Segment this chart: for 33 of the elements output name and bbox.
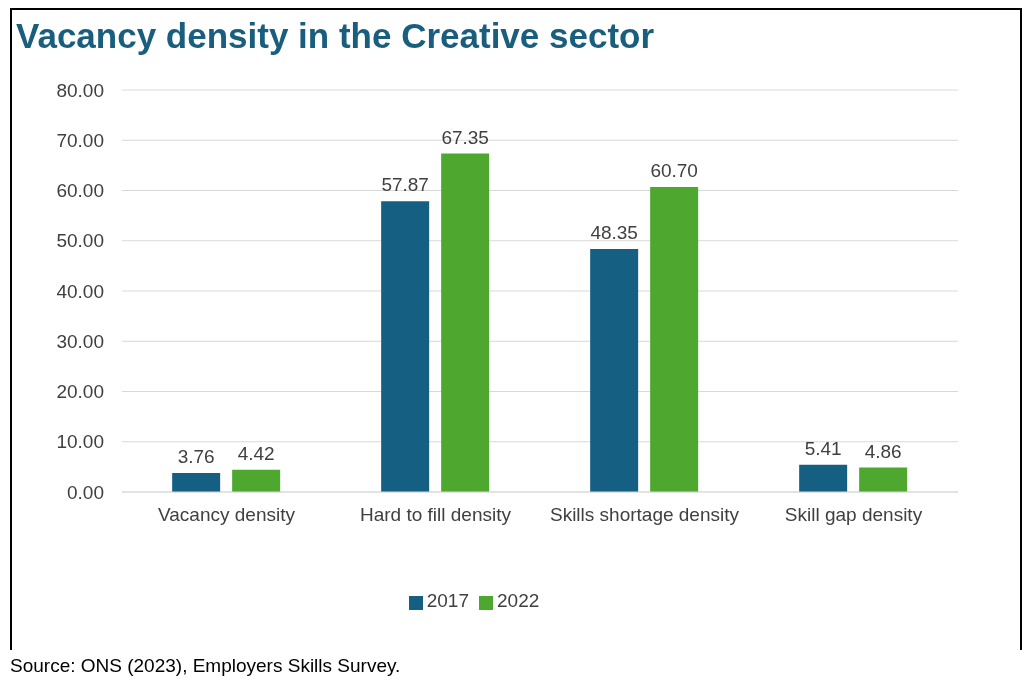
bar bbox=[650, 186, 699, 492]
y-tick-label: 40.00 bbox=[56, 280, 104, 302]
bar bbox=[859, 467, 908, 492]
y-tick-label: 60.00 bbox=[56, 180, 104, 202]
legend-label: 2022 bbox=[497, 590, 540, 611]
data-label: 5.41 bbox=[804, 437, 842, 459]
source-note: Source: ONS (2023), Employers Skills Survey. bbox=[10, 655, 401, 677]
y-tick-label: 10.00 bbox=[56, 431, 104, 453]
data-label: 57.87 bbox=[381, 174, 429, 196]
chart-title: Vacancy density in the Creative sector bbox=[16, 16, 655, 56]
y-tick-label: 20.00 bbox=[56, 381, 104, 403]
data-label: 4.42 bbox=[237, 442, 275, 464]
y-tick-label: 30.00 bbox=[56, 330, 104, 352]
data-label: 60.70 bbox=[650, 159, 698, 181]
y-tick-label: 80.00 bbox=[56, 79, 104, 101]
x-tick-label: Skills shortage density bbox=[549, 504, 740, 526]
bar bbox=[799, 464, 848, 492]
data-label: 4.86 bbox=[864, 440, 902, 462]
x-tick-label: Vacancy density bbox=[158, 504, 296, 526]
bar bbox=[172, 473, 221, 492]
data-label: 3.76 bbox=[177, 446, 215, 468]
y-tick-label: 50.00 bbox=[56, 230, 104, 252]
x-tick-label: Skill gap density bbox=[784, 504, 923, 526]
bar bbox=[590, 249, 639, 492]
y-tick-label: 70.00 bbox=[56, 129, 104, 151]
data-label: 48.35 bbox=[590, 222, 638, 244]
bar bbox=[232, 469, 281, 492]
bar bbox=[381, 201, 430, 492]
legend-label: 2017 bbox=[426, 590, 469, 611]
bar bbox=[441, 153, 490, 492]
x-tick-label: Hard to fill density bbox=[359, 504, 512, 526]
data-label: 67.35 bbox=[441, 126, 489, 148]
y-tick-label: 0.00 bbox=[67, 481, 104, 503]
